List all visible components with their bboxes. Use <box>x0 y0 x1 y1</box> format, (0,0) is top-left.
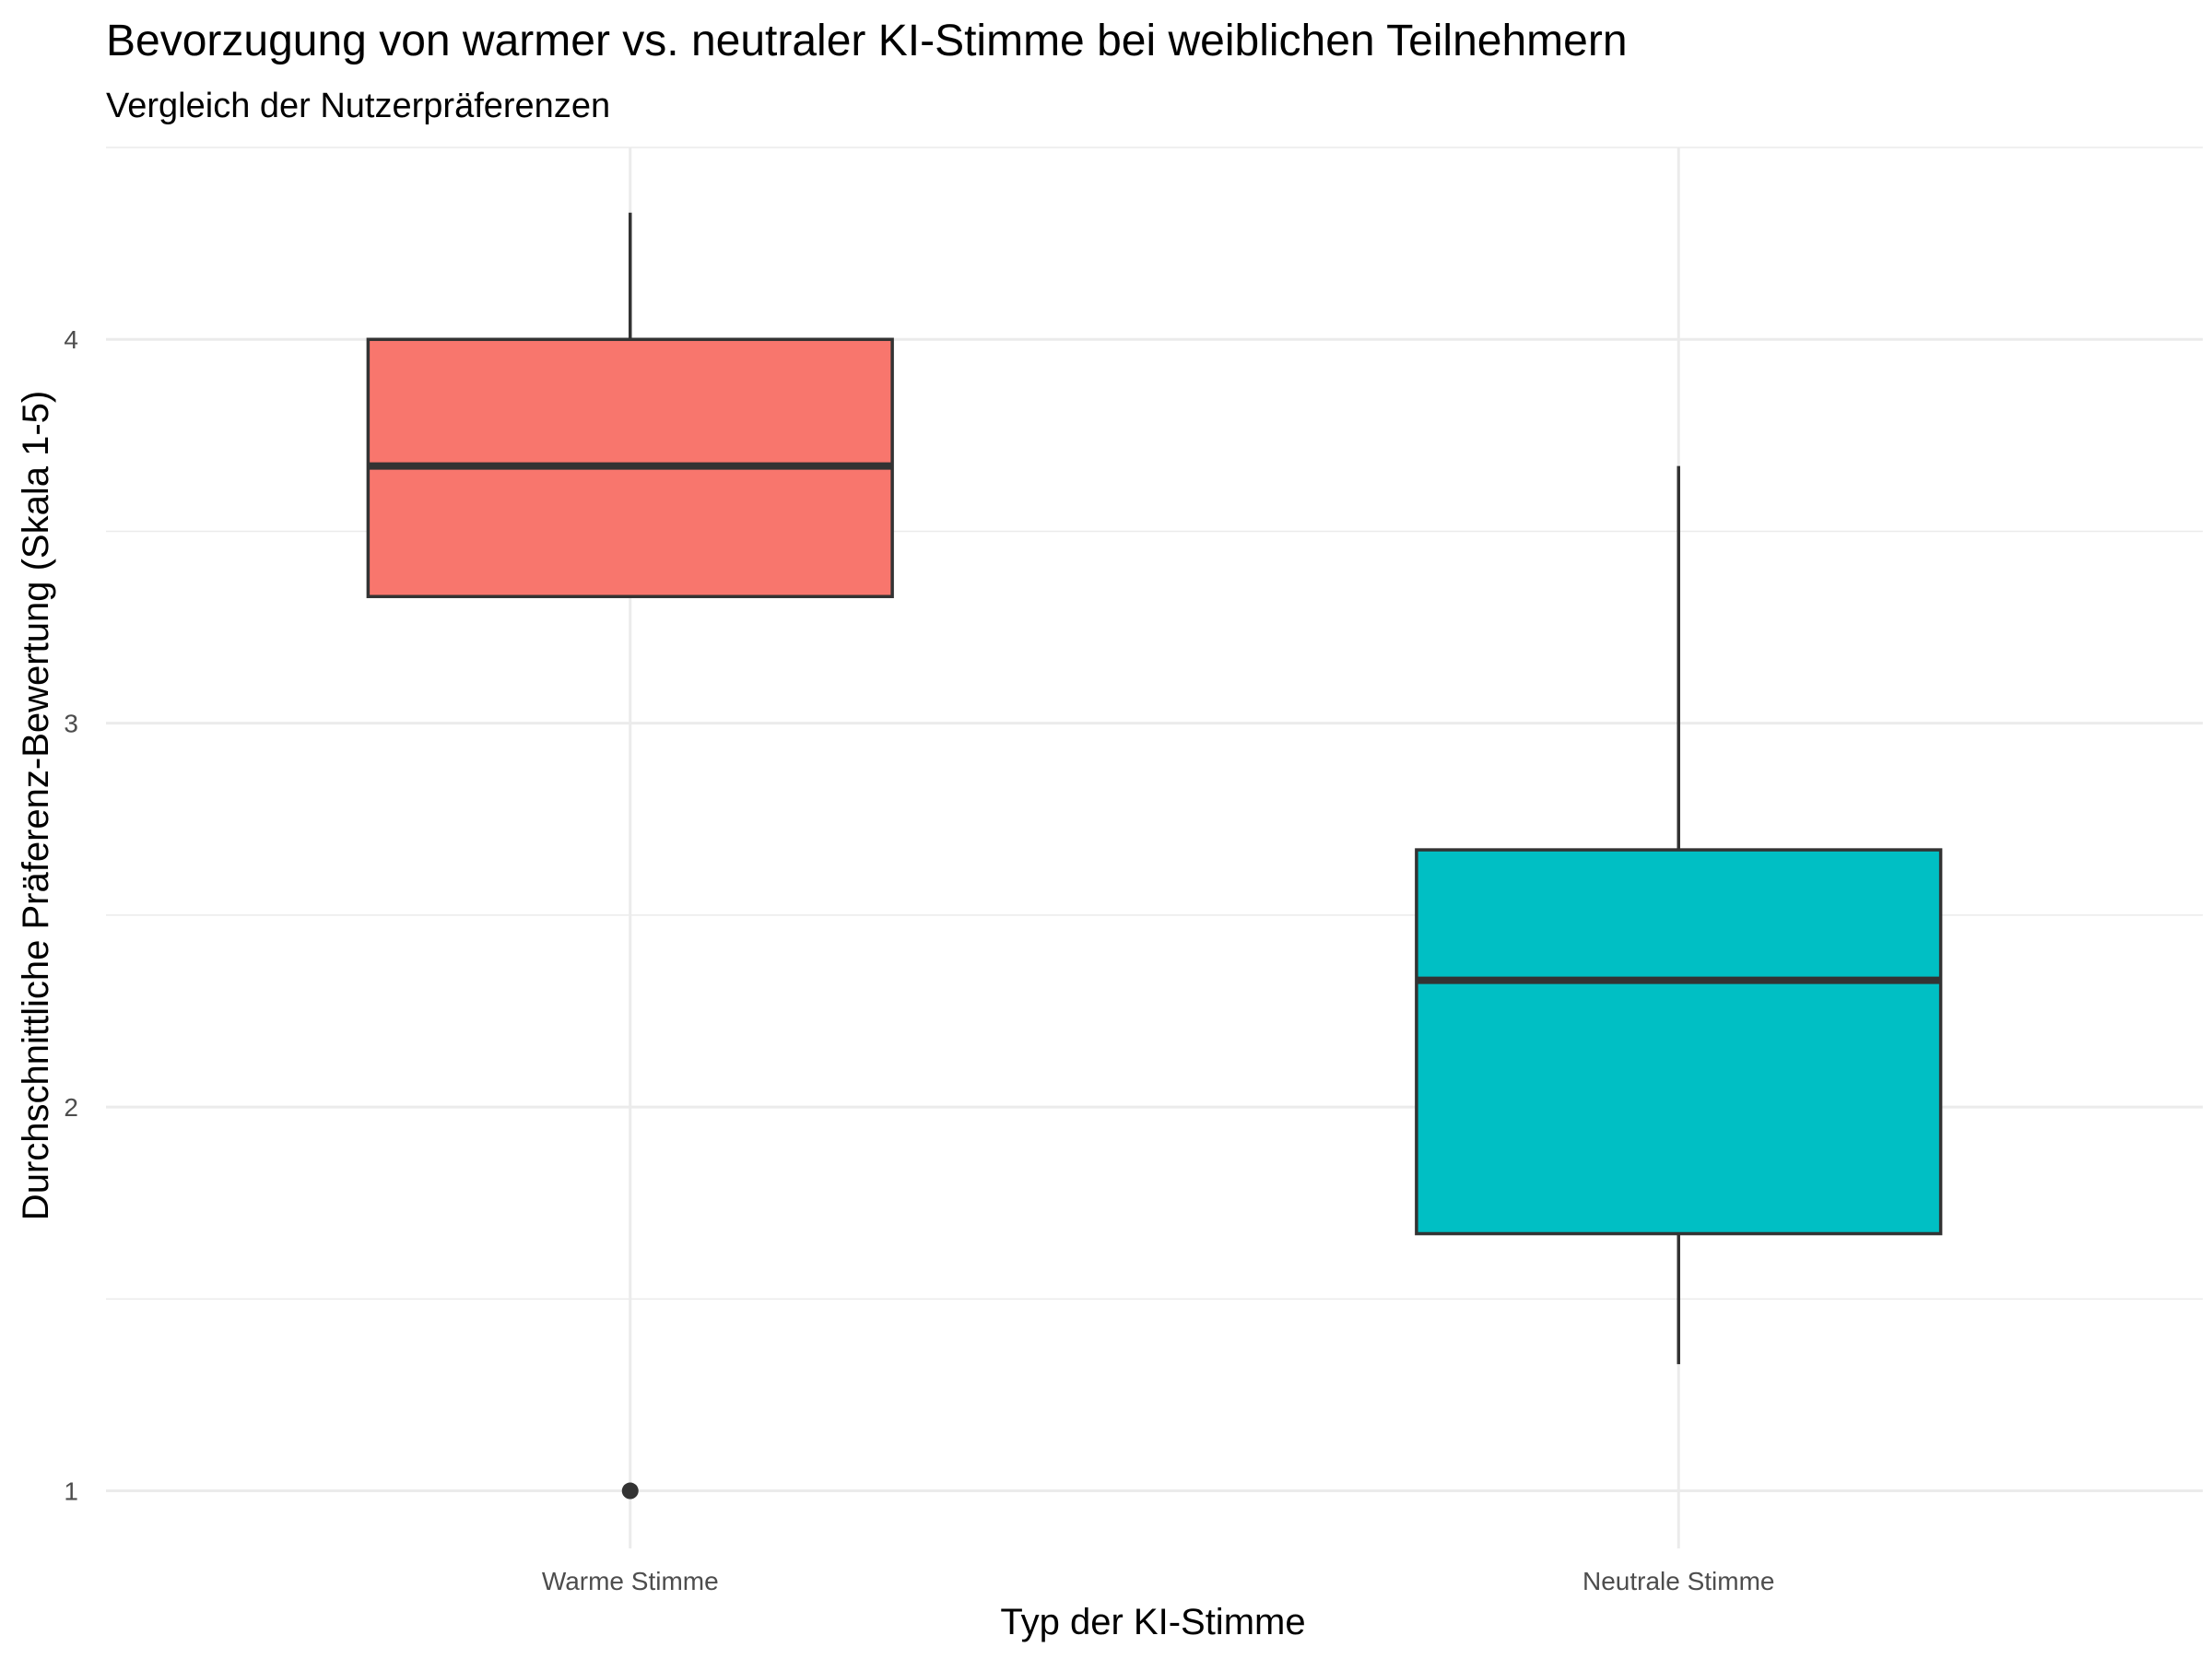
y-axis-label: Durchschnittliche Präferenz-Bewertung (S… <box>16 391 56 1220</box>
chart-subtitle: Vergleich der Nutzerpräferenzen <box>106 87 610 125</box>
box-group <box>366 212 894 1500</box>
tick-labels: 1 2 3 4 Warme Stimme Neutrale Stimme <box>64 325 1774 1595</box>
box-body <box>1415 848 1943 1236</box>
x-tick-label: Neutrale Stimme <box>1583 1567 1775 1595</box>
y-tick-label: 4 <box>64 325 78 354</box>
x-tick-label: Warme Stimme <box>542 1567 719 1595</box>
outlier-point <box>621 1482 639 1500</box>
x-axis-label: Typ der KI-Stimme <box>1000 1602 1305 1642</box>
y-tick-label: 3 <box>64 710 78 738</box>
box-layer <box>366 212 1943 1500</box>
box-group <box>1415 465 1943 1365</box>
chart-title: Bevorzugung von warmer vs. neutraler KI-… <box>106 17 1628 65</box>
y-tick-label: 1 <box>64 1477 78 1506</box>
y-tick-label: 2 <box>64 1093 78 1122</box>
